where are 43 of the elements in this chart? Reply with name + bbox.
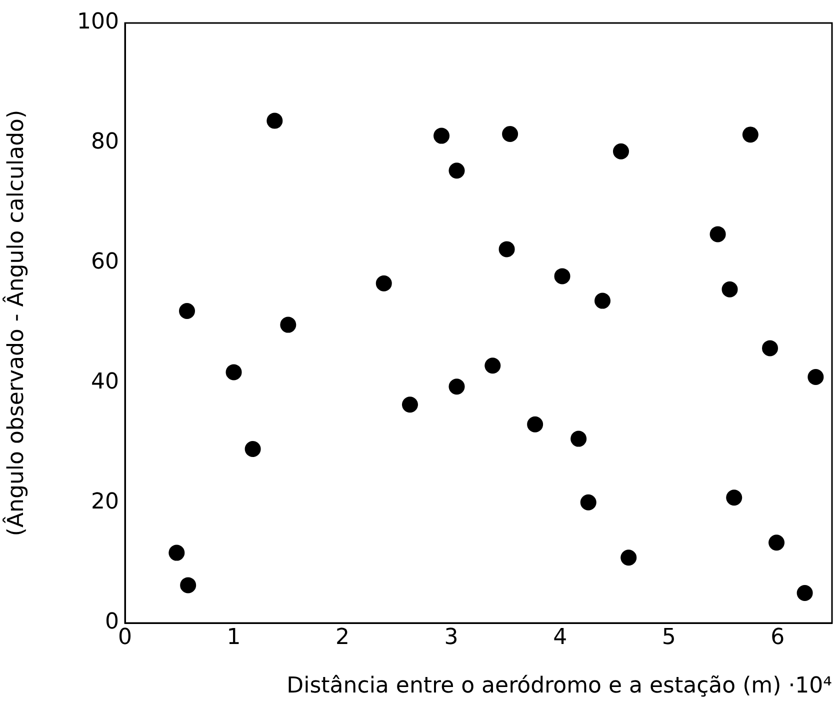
point xyxy=(768,534,785,551)
x-tick-label: 4 xyxy=(553,624,568,650)
point xyxy=(434,128,450,144)
point xyxy=(226,364,242,380)
point xyxy=(402,396,418,413)
point xyxy=(742,126,758,143)
point xyxy=(376,275,392,292)
point xyxy=(498,241,515,258)
x-tick-label: 3 xyxy=(444,624,458,650)
point xyxy=(266,112,283,129)
x-tick-label: 5 xyxy=(662,624,676,650)
point xyxy=(448,378,465,395)
x-tick-label: 1 xyxy=(226,624,241,650)
point xyxy=(808,369,824,385)
point xyxy=(484,358,501,374)
y-tick-label: 40 xyxy=(91,370,119,395)
point xyxy=(168,544,185,561)
point xyxy=(448,162,465,179)
point xyxy=(612,143,629,160)
point xyxy=(280,316,296,333)
y-tick-label: 100 xyxy=(77,10,119,35)
point xyxy=(594,292,610,309)
x-axis-title: Distância entre o aeródromo e a estação (m) ·10⁴ xyxy=(286,674,832,699)
y-tick-label: 20 xyxy=(91,490,119,515)
point xyxy=(710,226,726,242)
point xyxy=(796,585,813,601)
point xyxy=(722,281,738,298)
point xyxy=(527,416,544,432)
point xyxy=(244,441,261,457)
x-tick-label: 2 xyxy=(336,624,350,650)
point xyxy=(179,303,195,319)
point xyxy=(554,268,570,284)
point xyxy=(570,430,587,447)
y-tick-label: 80 xyxy=(91,130,119,155)
point xyxy=(726,490,742,506)
point xyxy=(580,494,596,510)
point xyxy=(620,550,637,566)
x-tick-label: 6 xyxy=(770,624,785,650)
point xyxy=(762,340,778,356)
y-axis-title: (Ângulo observado - Ângulo calculado) xyxy=(2,110,29,536)
point xyxy=(502,126,518,142)
point xyxy=(180,577,196,594)
y-tick-label: 60 xyxy=(91,250,119,275)
